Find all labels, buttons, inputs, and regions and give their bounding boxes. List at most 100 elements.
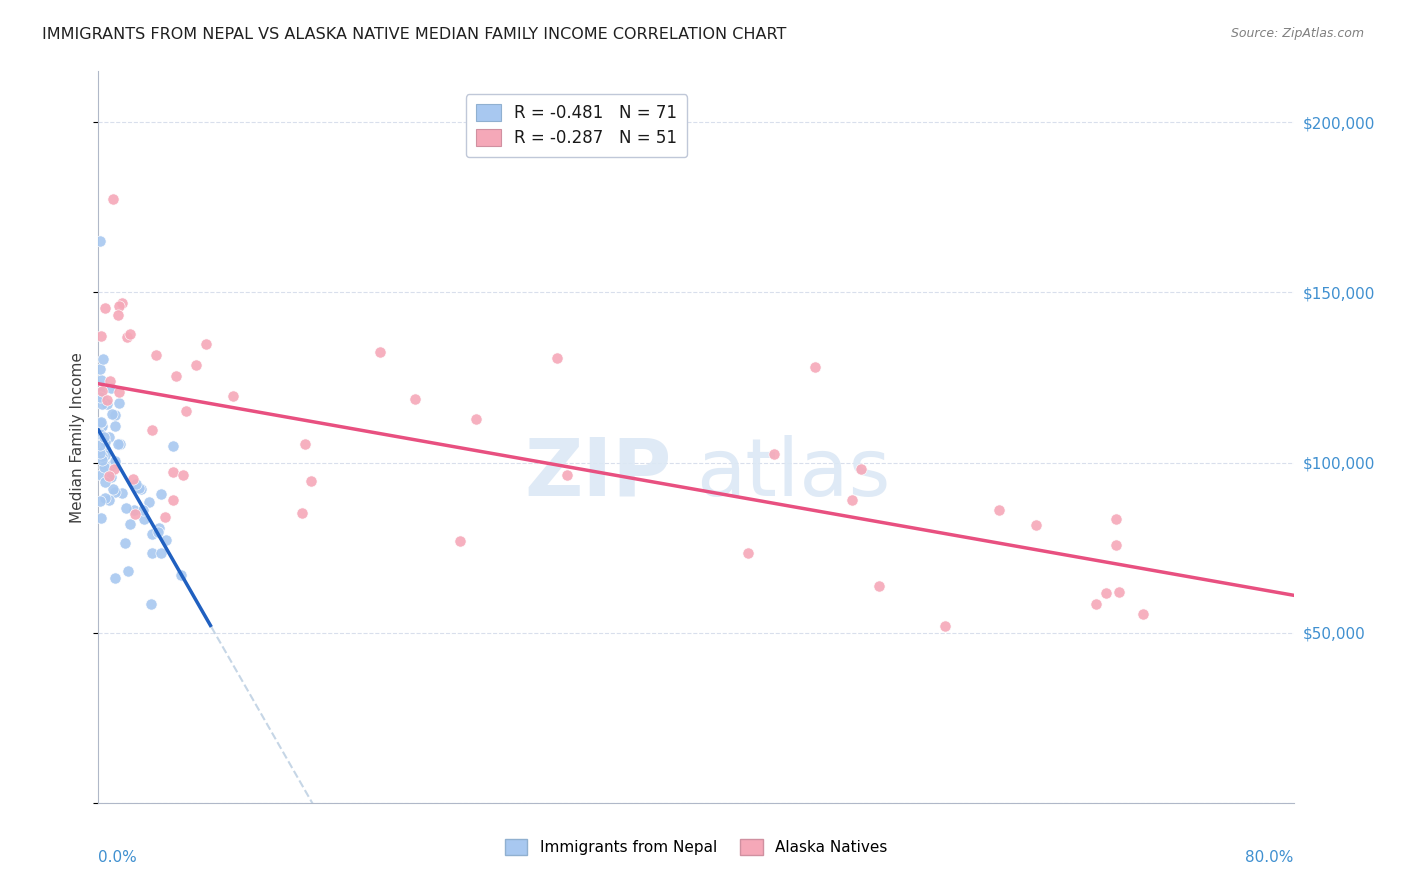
- Point: [100, 470, 122, 484]
- Point: [128, 481, 150, 495]
- Point: [91, 352, 114, 367]
- Point: [107, 299, 129, 313]
- Point: [1132, 607, 1154, 621]
- Point: [134, 511, 156, 525]
- Point: [114, 535, 136, 549]
- Point: [96, 397, 118, 411]
- Point: [145, 348, 167, 362]
- Point: [98, 468, 121, 483]
- Point: [103, 462, 125, 476]
- Point: [91, 391, 114, 405]
- Point: [104, 484, 127, 499]
- Point: [97, 467, 120, 482]
- Text: 80.0%: 80.0%: [1246, 850, 1294, 865]
- Point: [162, 438, 184, 452]
- Point: [94, 434, 117, 449]
- Point: [100, 381, 122, 395]
- Point: [120, 516, 142, 531]
- Point: [117, 564, 139, 578]
- Point: [111, 486, 134, 500]
- Point: [115, 500, 138, 515]
- Point: [91, 453, 114, 467]
- Point: [89, 235, 111, 249]
- Point: [90, 384, 112, 398]
- Point: [90, 415, 112, 429]
- Point: [737, 546, 759, 560]
- Point: [104, 408, 127, 422]
- Text: ZIP: ZIP: [524, 434, 672, 513]
- Point: [107, 436, 129, 450]
- Point: [104, 571, 127, 585]
- Point: [89, 446, 111, 460]
- Point: [101, 482, 124, 496]
- Point: [148, 524, 170, 539]
- Point: [368, 345, 391, 359]
- Point: [1094, 585, 1116, 599]
- Point: [172, 468, 194, 483]
- Text: Source: ZipAtlas.com: Source: ZipAtlas.com: [1230, 27, 1364, 40]
- Point: [91, 449, 114, 463]
- Point: [131, 483, 153, 497]
- Point: [91, 419, 114, 434]
- Point: [90, 511, 112, 525]
- Point: [107, 308, 129, 322]
- Point: [91, 449, 114, 463]
- Point: [124, 507, 146, 521]
- Point: [294, 437, 316, 451]
- Point: [89, 361, 111, 376]
- Point: [150, 545, 173, 559]
- Point: [141, 526, 163, 541]
- Point: [98, 374, 121, 388]
- Point: [97, 493, 120, 508]
- Point: [125, 476, 148, 491]
- Point: [155, 533, 177, 547]
- Point: [1108, 585, 1130, 599]
- Point: [132, 503, 155, 517]
- Point: [404, 392, 426, 407]
- Point: [138, 495, 160, 509]
- Point: [104, 454, 127, 468]
- Point: [1085, 597, 1108, 611]
- Point: [291, 506, 314, 520]
- Point: [93, 491, 115, 505]
- Point: [93, 460, 115, 475]
- Point: [299, 474, 322, 488]
- Point: [165, 369, 187, 384]
- Point: [90, 417, 112, 432]
- Point: [94, 449, 117, 463]
- Point: [89, 426, 111, 441]
- Point: [557, 467, 579, 482]
- Point: [169, 567, 191, 582]
- Point: [90, 397, 112, 411]
- Point: [90, 467, 112, 482]
- Point: [89, 493, 111, 508]
- Point: [89, 417, 111, 431]
- Point: [222, 389, 245, 403]
- Point: [118, 327, 141, 342]
- Point: [94, 475, 117, 489]
- Point: [121, 472, 143, 486]
- Point: [148, 521, 170, 535]
- Point: [804, 360, 827, 375]
- Point: [141, 546, 163, 560]
- Point: [1105, 538, 1128, 552]
- Point: [89, 390, 111, 404]
- Point: [101, 193, 124, 207]
- Point: [449, 533, 471, 548]
- Point: [124, 503, 146, 517]
- Point: [141, 423, 163, 437]
- Point: [153, 509, 176, 524]
- Point: [100, 407, 122, 421]
- Point: [110, 436, 132, 450]
- Point: [762, 447, 785, 461]
- Point: [89, 416, 111, 430]
- Point: [987, 503, 1010, 517]
- Point: [103, 456, 125, 470]
- Point: [94, 459, 117, 474]
- Point: [90, 329, 112, 343]
- Point: [104, 419, 127, 434]
- Point: [93, 430, 115, 444]
- Text: IMMIGRANTS FROM NEPAL VS ALASKA NATIVE MEDIAN FAMILY INCOME CORRELATION CHART: IMMIGRANTS FROM NEPAL VS ALASKA NATIVE M…: [42, 27, 786, 42]
- Point: [93, 442, 115, 456]
- Point: [91, 418, 114, 433]
